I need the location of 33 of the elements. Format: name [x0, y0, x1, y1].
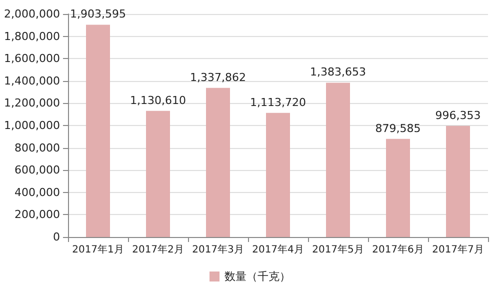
x-tick-label: 2017年4月 — [252, 244, 304, 256]
data-label: 1,337,862 — [190, 70, 246, 84]
data-label: 879,585 — [375, 122, 421, 135]
bar — [146, 110, 170, 237]
x-tick-label: 2017年2月 — [132, 244, 184, 256]
bar — [206, 88, 230, 237]
data-label: 1,130,610 — [130, 94, 186, 107]
x-tick-label: 2017年1月 — [72, 244, 124, 256]
bar — [326, 82, 350, 237]
y-tick-label: 200,000 — [14, 208, 60, 222]
y-tick-label: 0 — [53, 230, 60, 244]
data-label: 1,383,653 — [310, 66, 366, 79]
data-label: 1,113,720 — [250, 96, 306, 109]
y-tick-label: 1,000,000 — [4, 119, 60, 132]
x-tick-label: 2017年6月 — [372, 244, 424, 256]
legend-label: 数量（千克） — [224, 270, 290, 283]
y-tick-label: 1,200,000 — [4, 96, 60, 110]
x-tick-label: 2017年7月 — [432, 244, 484, 256]
x-tick-label: 2017年5月 — [312, 244, 364, 256]
y-tick-label: 1,400,000 — [4, 74, 60, 88]
y-tick-label: 1,600,000 — [4, 52, 60, 66]
y-tick-label: 2,000,000 — [4, 8, 60, 20]
y-tick-label: 800,000 — [14, 141, 60, 154]
data-label: 1,903,595 — [70, 8, 126, 21]
bar — [386, 138, 410, 237]
y-tick-label: 400,000 — [14, 186, 60, 199]
y-tick-label: 600,000 — [14, 164, 60, 177]
data-label: 996,353 — [435, 108, 481, 122]
y-tick-label: 1,800,000 — [4, 30, 60, 43]
bar — [86, 24, 110, 237]
bar — [446, 126, 470, 237]
x-tick-label: 2017年3月 — [192, 244, 244, 256]
bar — [266, 112, 290, 237]
